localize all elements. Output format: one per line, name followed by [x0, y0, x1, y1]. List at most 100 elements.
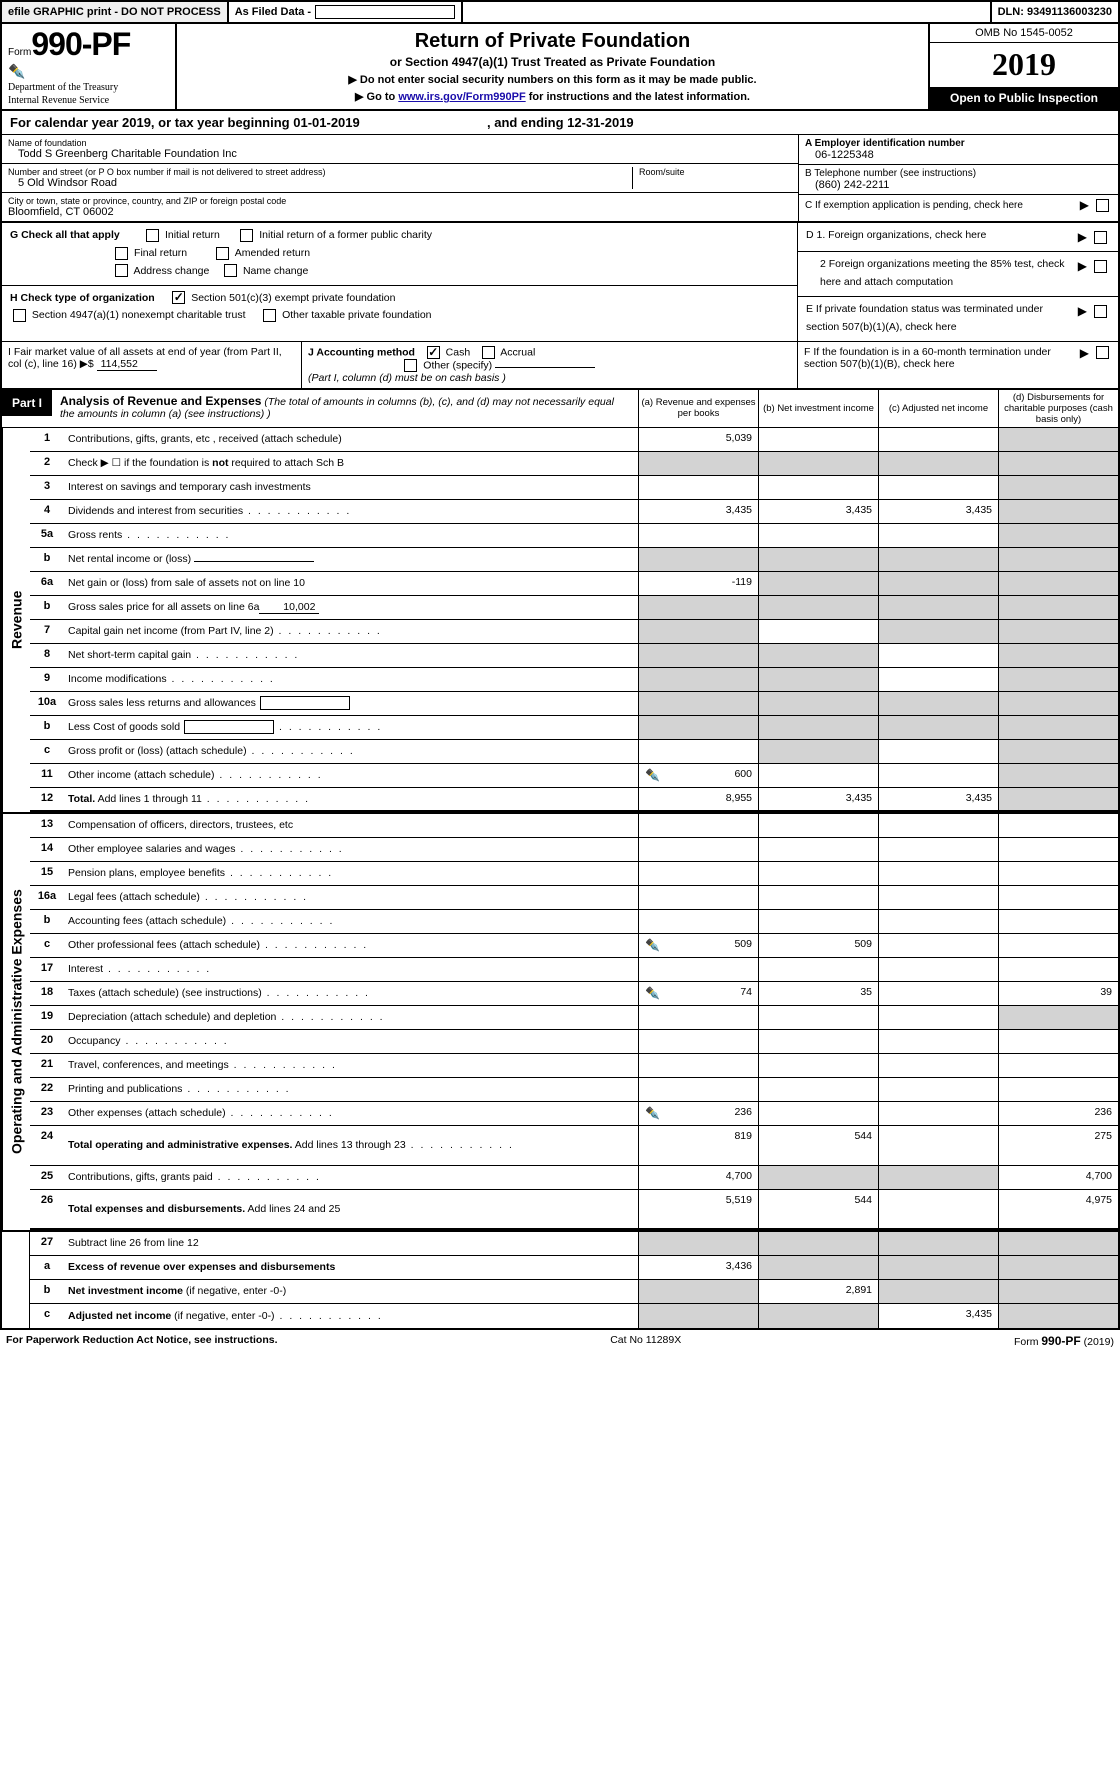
line-number: 11: [30, 764, 64, 787]
cell-d: [998, 910, 1118, 933]
cell-b: [758, 910, 878, 933]
part-i-desc: Analysis of Revenue and Expenses (The to…: [52, 390, 638, 427]
dln-value: 93491136003230: [1027, 6, 1112, 18]
info-right: A Employer identification number 06-1225…: [798, 135, 1118, 221]
cb-4947[interactable]: [13, 309, 26, 322]
cell-c: [878, 1232, 998, 1255]
cell-d: [998, 668, 1118, 691]
line-number: c: [30, 1304, 64, 1328]
cell-a: [638, 814, 758, 837]
table-row: 10aGross sales less returns and allowanc…: [30, 692, 1118, 716]
cb-accrual[interactable]: [482, 346, 495, 359]
table-row: 9Income modifications: [30, 668, 1118, 692]
net-side-spacer: [2, 1232, 30, 1328]
cb-cash[interactable]: [427, 346, 440, 359]
instr-link-row: ▶ Go to www.irs.gov/Form990PF for instru…: [185, 90, 920, 103]
cell-d: [998, 740, 1118, 763]
cell-c: [878, 764, 998, 787]
table-row: 4Dividends and interest from securities3…: [30, 500, 1118, 524]
opt-cash: Cash: [446, 346, 471, 358]
expenses-side-label: Operating and Administrative Expenses: [2, 814, 30, 1230]
h-label: H Check type of organization: [10, 292, 155, 304]
phone-label: B Telephone number (see instructions): [805, 168, 1112, 179]
line-number: b: [30, 910, 64, 933]
e-checkbox[interactable]: [1094, 305, 1107, 318]
cell-b: [758, 958, 878, 981]
line-description: Contributions, gifts, grants, etc , rece…: [64, 428, 638, 451]
cell-a: [638, 1078, 758, 1101]
instr-pre: ▶ Go to: [355, 91, 398, 103]
d2-checkbox[interactable]: [1094, 260, 1107, 273]
cell-c: [878, 886, 998, 909]
opt-initial: Initial return: [165, 229, 220, 241]
j-label: J Accounting method: [308, 346, 415, 358]
i-cell: I Fair market value of all assets at end…: [2, 342, 302, 388]
cb-initial-former[interactable]: [240, 229, 253, 242]
cb-name[interactable]: [224, 264, 237, 277]
cell-a: [638, 1280, 758, 1303]
cell-a: ✒️74: [638, 982, 758, 1005]
cb-initial-return[interactable]: [146, 229, 159, 242]
table-row: 19Depreciation (attach schedule) and dep…: [30, 1006, 1118, 1030]
cell-b: 3,435: [758, 788, 878, 810]
exemption-row: C If exemption application is pending, c…: [799, 195, 1118, 215]
foundation-addr: 5 Old Windsor Road: [8, 177, 632, 189]
cell-d: [998, 764, 1118, 787]
d1-checkbox[interactable]: [1094, 231, 1107, 244]
dept-treasury: Department of the Treasury: [8, 82, 169, 93]
table-row: cAdjusted net income (if negative, enter…: [30, 1304, 1118, 1328]
cell-a: [638, 910, 758, 933]
cell-a: 4,700: [638, 1166, 758, 1189]
ein-value: 06-1225348: [805, 149, 1112, 161]
line-description: Gross sales price for all assets on line…: [64, 596, 638, 619]
cb-final[interactable]: [115, 247, 128, 260]
line-number: 16a: [30, 886, 64, 909]
j-note: (Part I, column (d) must be on cash basi…: [308, 372, 506, 384]
col-b-head: (b) Net investment income: [758, 390, 878, 427]
cell-b: [758, 838, 878, 861]
header-right: OMB No 1545-0052 2019 Open to Public Ins…: [928, 24, 1118, 109]
line-number: 22: [30, 1078, 64, 1101]
cell-d: [998, 788, 1118, 810]
cell-a: [638, 958, 758, 981]
line-description: Net investment income (if negative, ente…: [64, 1280, 638, 1303]
e-row: E If private foundation status was termi…: [798, 297, 1118, 341]
line-number: 5a: [30, 524, 64, 547]
col-d-head: (d) Disbursements for charitable purpose…: [998, 390, 1118, 427]
cb-address[interactable]: [115, 264, 128, 277]
irs-link[interactable]: www.irs.gov/Form990PF: [398, 91, 525, 103]
line-number: b: [30, 548, 64, 571]
cb-other[interactable]: [404, 359, 417, 372]
cell-c: [878, 1166, 998, 1189]
cell-a: [638, 838, 758, 861]
cb-amended[interactable]: [216, 247, 229, 260]
cell-c: [878, 838, 998, 861]
cell-a: [638, 692, 758, 715]
cell-c: [878, 1256, 998, 1279]
line-description: Subtract line 26 from line 12: [64, 1232, 638, 1255]
line-description: Excess of revenue over expenses and disb…: [64, 1256, 638, 1279]
topbar-spacer: [463, 2, 992, 22]
expenses-section: Operating and Administrative Expenses 13…: [0, 814, 1120, 1232]
cell-c: [878, 740, 998, 763]
cell-d: 4,700: [998, 1166, 1118, 1189]
exemption-checkbox[interactable]: [1096, 199, 1109, 212]
city-label: City or town, state or province, country…: [8, 196, 792, 206]
line-number: 10a: [30, 692, 64, 715]
cb-other-taxable[interactable]: [263, 309, 276, 322]
f-checkbox[interactable]: [1096, 346, 1109, 359]
calyear-text-b: , and ending: [487, 115, 567, 130]
cell-b: 544: [758, 1190, 878, 1228]
j-cell: J Accounting method Cash Accrual Other (…: [302, 342, 798, 388]
cell-d: [998, 1256, 1118, 1279]
line-description: Other income (attach schedule): [64, 764, 638, 787]
cb-501c3[interactable]: [172, 291, 185, 304]
cell-c: [878, 644, 998, 667]
cell-d: [998, 1078, 1118, 1101]
calyear-begin: 01-01-2019: [293, 115, 360, 130]
treasury-icon: ✒️: [8, 63, 169, 80]
cell-b: [758, 1054, 878, 1077]
d1-row: D 1. Foreign organizations, check here ▶: [798, 223, 1118, 252]
form-number: Form990-PF: [8, 26, 169, 63]
table-row: 26Total expenses and disbursements. Add …: [30, 1190, 1118, 1230]
